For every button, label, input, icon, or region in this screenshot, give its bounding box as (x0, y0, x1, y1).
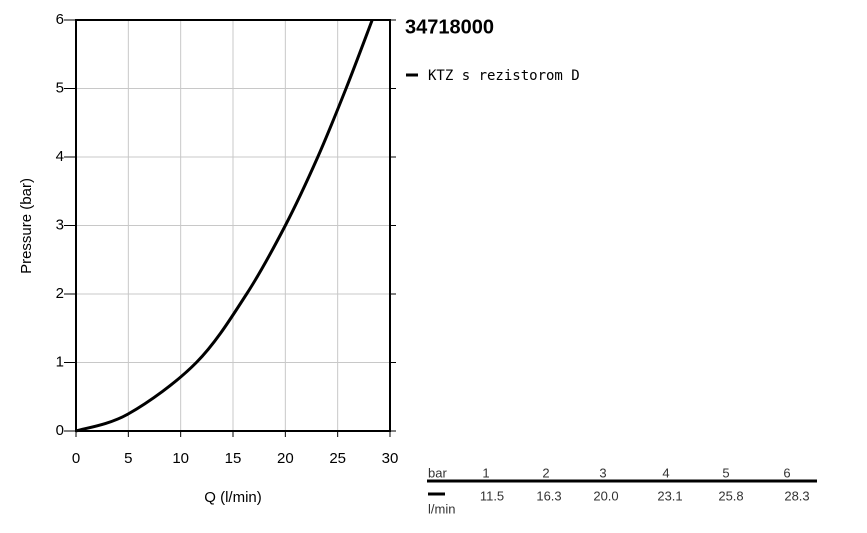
y-axis-label: Pressure (bar) (18, 178, 35, 274)
x-tick-label: 5 (124, 450, 132, 467)
chart-title: 34718000 (405, 16, 494, 38)
line-series (75, 19, 374, 433)
x-axis-label: Q (l/min) (204, 489, 262, 506)
y-tick-label: 4 (56, 148, 64, 165)
table-cell: 25.8 (718, 488, 743, 503)
x-tick-label: 20 (277, 450, 294, 467)
legend-label: KTZ s rezistorom D (428, 68, 580, 84)
plot-frame (75, 19, 391, 432)
table-cell: 4 (662, 465, 669, 480)
x-tick-label: 0 (72, 450, 80, 467)
table-header: l/min (428, 501, 455, 516)
table-cell: 5 (722, 465, 729, 480)
table-cell: 2 (542, 465, 549, 480)
y-tick-label: 3 (56, 216, 64, 233)
y-tick-label: 2 (56, 285, 64, 302)
table-cell: 20.0 (593, 488, 618, 503)
table-cell: 16.3 (536, 488, 561, 503)
x-tick-label: 30 (382, 450, 399, 467)
y-tick-label: 0 (56, 422, 64, 439)
x-tick-label: 10 (172, 450, 189, 467)
y-tick-label: 1 (56, 353, 64, 370)
table-cell: 28.3 (784, 488, 809, 503)
table-cell: 1 (482, 465, 489, 480)
x-tick-label: 25 (329, 450, 346, 467)
y-tick-label: 5 (56, 79, 64, 96)
table-cell: 3 (599, 465, 606, 480)
table-cell: 11.5 (480, 488, 504, 503)
table-header: bar (428, 465, 447, 480)
table-cell: 6 (783, 465, 790, 480)
x-tick-label: 15 (225, 450, 242, 467)
table-cell: 23.1 (657, 488, 682, 503)
y-tick-label: 6 (56, 11, 64, 28)
